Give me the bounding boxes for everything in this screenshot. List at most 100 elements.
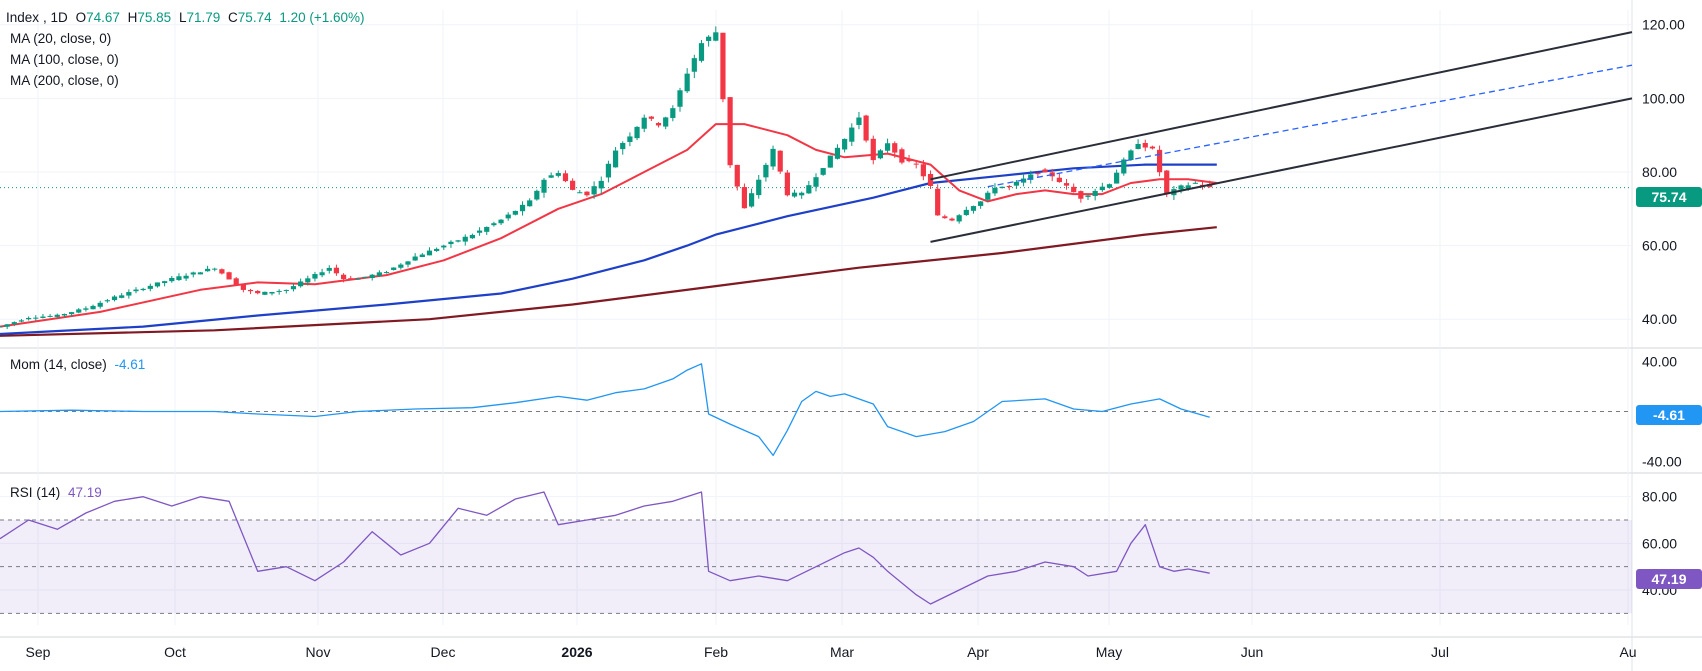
candle [827, 155, 833, 168]
candle [154, 282, 161, 287]
time-tick-label: Mar [830, 644, 854, 660]
candle [806, 185, 812, 194]
channel-upper-line [930, 31, 1633, 181]
candle [713, 32, 719, 41]
candle [620, 142, 626, 150]
candle [1085, 195, 1091, 197]
candle [1013, 181, 1020, 186]
candle [963, 209, 969, 216]
candle [126, 292, 132, 296]
candle [0, 326, 3, 328]
candle [706, 36, 712, 41]
candle [992, 187, 998, 194]
time-tick-label: Au [1619, 644, 1636, 660]
candle [1028, 174, 1034, 180]
candle [1135, 143, 1141, 149]
candle [870, 138, 876, 161]
rsi-legend-label: RSI (14) [10, 485, 61, 500]
candle [834, 147, 841, 159]
candle [634, 126, 640, 139]
symbol-name: Index [6, 10, 40, 25]
candle [1099, 186, 1105, 191]
candle [455, 240, 461, 242]
candle [419, 254, 425, 258]
open-value: 74.67 [86, 10, 120, 25]
candle [663, 117, 669, 127]
candle [462, 236, 468, 242]
candle [1164, 170, 1170, 194]
candle [512, 210, 518, 215]
momentum-legend[interactable]: Mom (14, close) -4.61 [10, 357, 149, 372]
last-price-label: 75.74 [1636, 187, 1702, 207]
candle [970, 206, 977, 211]
candle [655, 123, 662, 126]
candle [333, 267, 340, 274]
time-tick-label: 2026 [561, 644, 592, 660]
low-label: L [178, 10, 187, 25]
candle [856, 117, 862, 125]
rsi-line [0, 491, 1210, 605]
candle [147, 285, 153, 289]
candle [1063, 183, 1070, 186]
candle [734, 164, 740, 187]
candle [1128, 150, 1134, 161]
price-tick-label: 100.00 [1642, 90, 1685, 106]
candle [33, 317, 39, 319]
ma100-legend[interactable]: MA (100, close, 0) [10, 52, 119, 67]
ma200-legend[interactable]: MA (200, close, 0) [10, 73, 119, 88]
candle [119, 295, 125, 298]
candle [820, 168, 826, 175]
candle [426, 250, 433, 256]
momentum-pane[interactable] [0, 363, 1632, 457]
candle [40, 316, 46, 318]
candle [1056, 177, 1062, 183]
rsi-tick-label: 60.00 [1642, 535, 1677, 551]
candle [978, 201, 984, 206]
candle [791, 192, 798, 197]
price-pane[interactable] [0, 26, 1633, 337]
ma20-legend[interactable]: MA (20, close, 0) [10, 31, 112, 46]
candle [684, 73, 690, 92]
candle [169, 277, 175, 282]
time-tick-label: Jun [1241, 644, 1264, 660]
candle [627, 136, 633, 142]
candle [362, 276, 368, 278]
channel-lower-line [930, 97, 1633, 243]
time-tick-label: Sep [26, 644, 51, 660]
candle [90, 305, 96, 310]
candle [648, 116, 654, 119]
candle [47, 315, 53, 317]
candle [641, 117, 647, 129]
candle [190, 272, 196, 275]
price-tick-label: 120.00 [1642, 17, 1685, 33]
candle [584, 191, 590, 196]
candle [598, 180, 604, 189]
rsi-tick-label: 80.00 [1642, 489, 1677, 505]
momentum-tick-label: -40.00 [1642, 454, 1682, 470]
candle [1149, 146, 1156, 149]
rsi-legend[interactable]: RSI (14) 47.19 [10, 485, 106, 500]
candle [104, 300, 110, 302]
candle [548, 175, 554, 178]
candle [76, 309, 82, 313]
rsi-pane[interactable] [0, 491, 1632, 614]
candle [777, 150, 783, 172]
interval-label: 1D [50, 10, 68, 25]
candle [942, 216, 948, 219]
candle [763, 164, 769, 178]
candle [491, 223, 497, 226]
candle [233, 278, 239, 286]
candle [484, 226, 490, 232]
candle [1142, 142, 1148, 148]
candle [326, 267, 332, 271]
candle [476, 230, 483, 233]
candle [1092, 190, 1098, 196]
candle [162, 281, 168, 284]
candle [140, 288, 146, 291]
candle [605, 163, 612, 178]
candle [677, 90, 683, 107]
candle [398, 264, 404, 268]
